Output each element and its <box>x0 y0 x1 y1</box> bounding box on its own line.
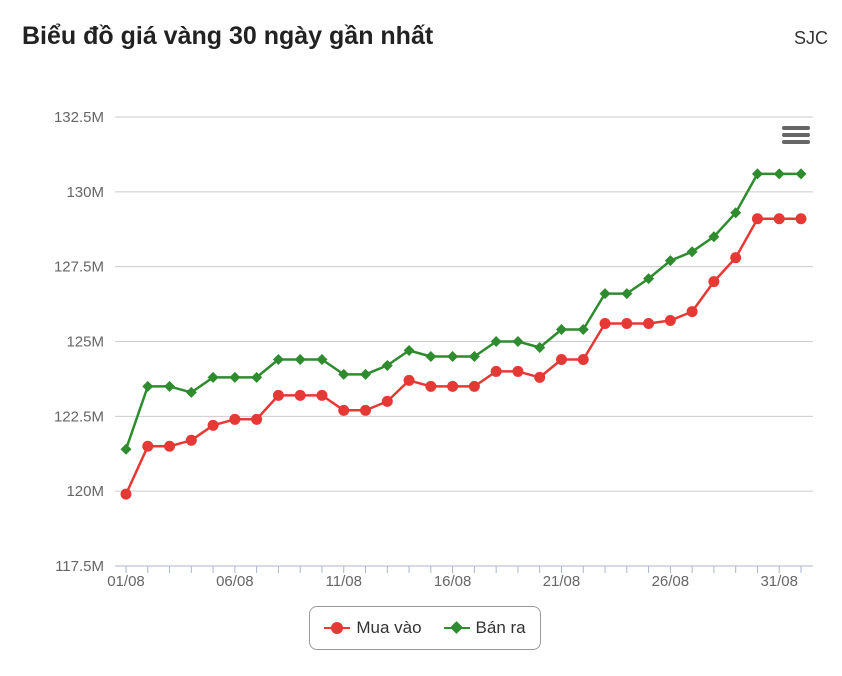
grid-lines <box>115 116 813 492</box>
x-tick-label: 11/08 <box>326 573 362 590</box>
data-point <box>272 389 284 401</box>
legend-sell-marker <box>443 621 470 635</box>
legend-sell-label: Bán ra <box>475 618 526 637</box>
data-point <box>142 440 154 452</box>
data-point <box>229 371 241 383</box>
chart-menu-icon[interactable] <box>780 124 812 150</box>
data-point <box>185 386 197 398</box>
data-point <box>425 350 437 362</box>
legend-item-buy[interactable]: Mua vào <box>324 618 422 638</box>
data-point <box>555 324 567 336</box>
y-axis-labels: 117.5M 120M 122.5M 125M 127.5M 130M 132.5M <box>54 109 104 575</box>
data-point <box>251 371 263 383</box>
data-point <box>360 404 372 416</box>
data-point <box>795 213 807 225</box>
series-buy <box>120 213 807 500</box>
data-point <box>338 368 350 380</box>
data-point <box>229 413 241 425</box>
y-tick-label: 125M <box>66 334 104 351</box>
data-point <box>294 353 306 365</box>
data-point <box>447 350 459 362</box>
data-point <box>512 365 524 377</box>
data-point <box>425 380 437 392</box>
data-point <box>751 168 763 180</box>
data-point <box>773 213 785 225</box>
y-tick-label: 117.5M <box>55 558 104 575</box>
data-point <box>120 488 132 500</box>
data-point <box>316 389 328 401</box>
data-point <box>686 306 698 318</box>
data-point <box>555 353 567 365</box>
data-point <box>338 404 350 416</box>
data-point <box>490 336 502 347</box>
data-point <box>621 318 633 330</box>
data-point <box>185 434 197 446</box>
data-point <box>164 380 176 392</box>
data-point <box>251 413 263 425</box>
data-point <box>534 341 546 353</box>
y-tick-label: 120M <box>66 483 104 500</box>
x-tick-label: 21/08 <box>543 573 581 590</box>
data-point <box>773 168 785 180</box>
data-point <box>643 318 655 330</box>
data-point <box>599 288 611 300</box>
data-point <box>381 395 393 407</box>
legend-item-sell[interactable]: Bán ra <box>443 618 526 638</box>
data-point <box>468 380 480 392</box>
data-point <box>599 318 611 330</box>
data-point <box>730 207 742 219</box>
data-point <box>164 440 176 452</box>
data-point <box>512 336 524 347</box>
data-point <box>142 380 154 392</box>
data-point <box>730 252 742 264</box>
data-point <box>686 246 698 258</box>
y-tick-label: 127.5M <box>54 259 104 276</box>
data-point <box>751 213 763 225</box>
data-point <box>708 231 720 243</box>
x-tick-label: 01/08 <box>107 573 145 590</box>
data-point <box>490 365 502 377</box>
data-point <box>534 371 546 383</box>
data-point <box>468 350 480 362</box>
data-point <box>360 368 372 380</box>
data-point <box>643 273 655 285</box>
data-point <box>207 419 219 431</box>
series-sell <box>120 168 807 455</box>
data-point <box>664 315 676 327</box>
series-layer <box>120 168 807 500</box>
data-point <box>207 371 219 383</box>
data-point <box>664 255 676 267</box>
data-point <box>316 353 328 365</box>
page-title: Biểu đồ giá vàng 30 ngày gần nhất <box>22 22 434 50</box>
data-point <box>577 353 589 365</box>
data-point <box>708 276 720 288</box>
data-point <box>447 380 459 392</box>
y-tick-label: 132.5M <box>54 109 104 126</box>
x-tick-label: 06/08 <box>216 573 254 590</box>
data-point <box>403 344 415 356</box>
data-point <box>403 374 415 386</box>
data-point <box>120 443 132 455</box>
legend-buy-label: Mua vào <box>356 618 422 637</box>
data-point <box>272 353 284 365</box>
x-axis: 01/08 06/08 11/08 16/08 21/08 26/08 31/08 <box>107 565 813 590</box>
legend-buy-marker <box>324 621 351 635</box>
data-point <box>577 324 589 336</box>
y-tick-label: 122.5M <box>54 408 104 425</box>
legend: Mua vào Bán ra <box>309 606 541 650</box>
series-line <box>124 172 801 450</box>
data-point <box>621 288 633 300</box>
data-point <box>294 389 306 401</box>
data-point <box>381 359 393 371</box>
x-tick-label: 16/08 <box>434 573 472 590</box>
y-tick-label: 130M <box>66 184 104 201</box>
brand-label: SJC <box>793 28 828 48</box>
x-tick-label: 26/08 <box>652 573 690 590</box>
x-tick-label: 31/08 <box>760 573 798 590</box>
data-point <box>795 168 807 180</box>
